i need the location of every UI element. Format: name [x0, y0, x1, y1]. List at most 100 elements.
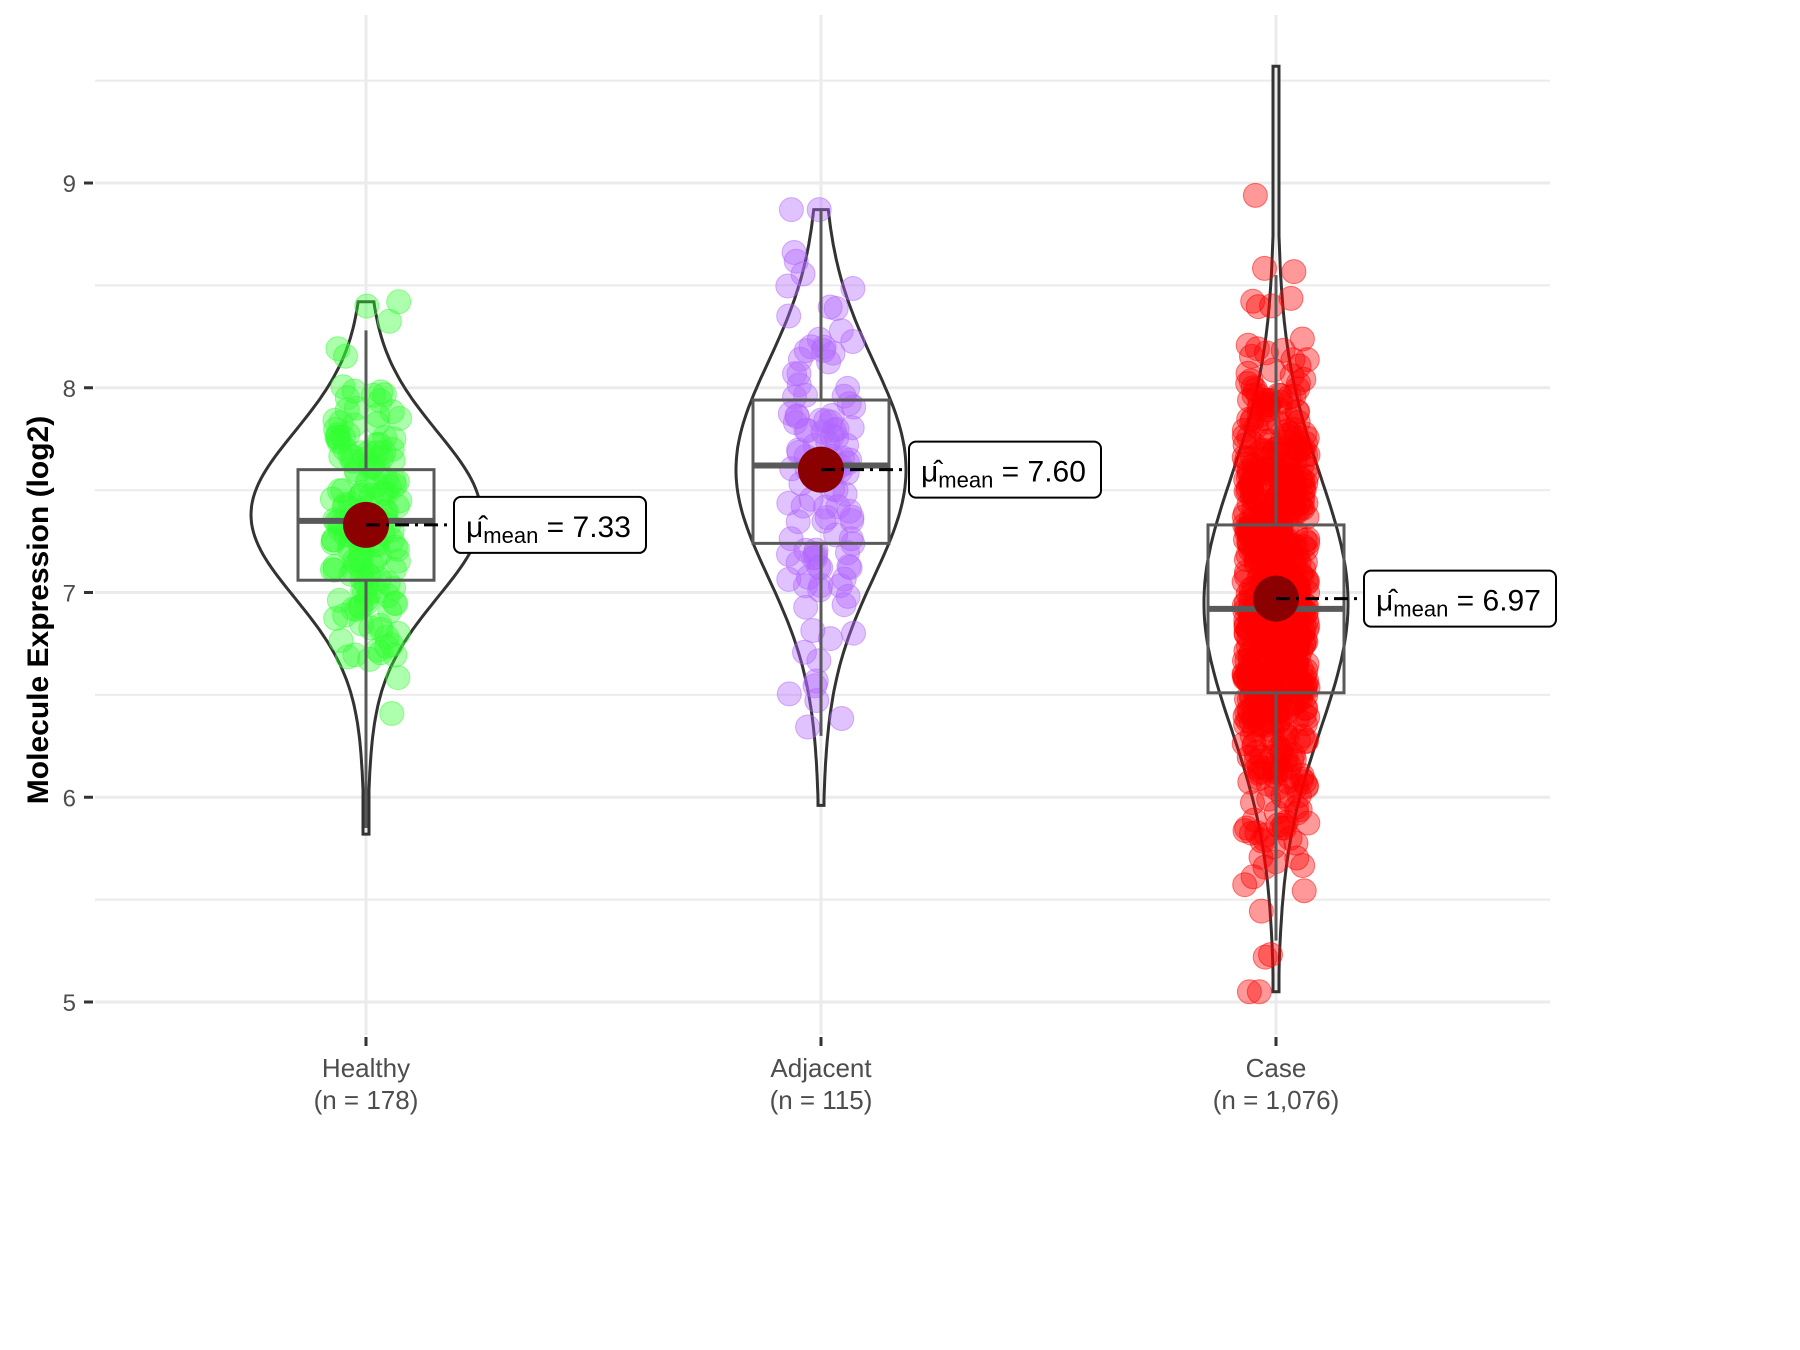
data-point-case: [1236, 698, 1262, 723]
data-point-healthy: [387, 405, 412, 431]
data-point-adjacent: [776, 566, 802, 592]
data-point-case: [1248, 711, 1273, 737]
y-tick-label: 7: [63, 581, 76, 608]
data-point-healthy: [333, 343, 358, 369]
data-point-adjacent: [819, 423, 845, 449]
data-point-adjacent: [793, 594, 819, 620]
data-point-adjacent: [785, 509, 811, 535]
data-point-case: [1266, 462, 1292, 488]
data-point-healthy: [326, 587, 352, 613]
data-point-case: [1278, 285, 1304, 311]
data-point-case: [1232, 666, 1258, 691]
violin-adjacent: [734, 208, 908, 807]
data-point-case: [1239, 820, 1264, 846]
data-point-adjacent: [840, 329, 866, 354]
data-point-case: [1260, 668, 1286, 694]
x-category-label: Case: [1246, 1053, 1307, 1083]
data-point-case: [1235, 708, 1261, 734]
data-point-case: [1258, 942, 1283, 968]
data-point-case: [1248, 898, 1274, 924]
data-point-adjacent: [806, 648, 832, 674]
data-point-case: [1281, 259, 1307, 285]
data-point-case: [1237, 387, 1262, 413]
data-point-case: [1278, 432, 1304, 458]
data-point-case: [1286, 353, 1312, 379]
data-point-healthy: [341, 557, 367, 583]
data-point-case: [1289, 326, 1315, 352]
data-point-case: [1279, 493, 1304, 519]
data-point-case: [1268, 389, 1294, 415]
data-point-healthy: [319, 557, 345, 583]
data-point-adjacent: [837, 555, 863, 581]
data-point-case: [1274, 724, 1300, 750]
x-category-n-label: (n = 1,076): [1213, 1085, 1339, 1115]
mean-label-box-case: [1363, 569, 1557, 628]
data-point-healthy: [354, 293, 380, 319]
data-point-adjacent: [806, 326, 832, 352]
data-point-case: [1263, 545, 1289, 570]
data-point-healthy: [385, 665, 411, 691]
data-point-healthy: [360, 454, 386, 480]
data-point-adjacent: [776, 303, 802, 329]
data-point-case: [1237, 769, 1263, 795]
data-point-adjacent: [831, 383, 857, 409]
boxplots: [296, 209, 1346, 941]
data-point-case: [1249, 523, 1274, 549]
mean-label-case: μ̂mean = 6.97: [1376, 585, 1541, 622]
data-point-case: [1238, 368, 1264, 394]
data-point-case: [1253, 456, 1279, 482]
data-point-case: [1240, 288, 1266, 314]
data-point-adjacent: [839, 508, 865, 534]
data-point-healthy: [324, 424, 350, 450]
x-category-label: Healthy: [322, 1053, 410, 1083]
data-point-case: [1265, 645, 1290, 671]
data-point-adjacent: [795, 714, 821, 740]
data-point-healthy: [371, 382, 397, 408]
data-point-adjacent: [782, 410, 808, 436]
data-point-case: [1261, 763, 1287, 789]
data-point-case: [1231, 424, 1257, 450]
data-point-case: [1294, 347, 1320, 373]
data-point-case: [1252, 827, 1278, 853]
data-point-case: [1295, 810, 1321, 836]
data-point-adjacent: [776, 681, 802, 707]
data-point-adjacent: [836, 553, 862, 579]
data-point-case: [1240, 790, 1265, 816]
data-point-adjacent: [836, 391, 862, 417]
mean-label-box-adjacent: [908, 440, 1102, 499]
data-point-case: [1284, 432, 1310, 457]
axes: 5 6 7 8 9 Healthy(n = 178) Adjacent(n = 115) Ca…: [63, 171, 1340, 1115]
data-point-adjacent: [786, 361, 812, 387]
data-point-healthy: [342, 642, 368, 668]
y-tick-label: 8: [63, 376, 76, 403]
data-point-healthy: [349, 556, 375, 582]
data-point-adjacent: [806, 197, 832, 223]
data-point-adjacent: [827, 573, 853, 599]
mean-label-box-healthy: [453, 495, 647, 554]
data-point-case: [1246, 979, 1272, 1005]
data-point-adjacent: [828, 318, 854, 344]
data-point-case: [1252, 255, 1277, 281]
data-point-adjacent: [802, 673, 828, 699]
data-point-healthy: [365, 402, 391, 428]
data-point-case: [1271, 492, 1297, 518]
data-point-adjacent: [837, 498, 862, 524]
data-point-healthy: [363, 432, 389, 458]
data-point-healthy: [325, 336, 351, 362]
data-point-adjacent: [776, 541, 801, 567]
data-point-case: [1231, 417, 1257, 443]
data-point-adjacent: [787, 346, 813, 372]
data-point-case: [1266, 441, 1291, 467]
data-point-case: [1291, 631, 1317, 656]
data-point-adjacent: [800, 618, 826, 643]
mean-label-adjacent: μ̂mean = 7.60: [921, 456, 1086, 493]
data-point-case: [1236, 979, 1262, 1005]
data-point-case: [1231, 731, 1257, 757]
data-point-healthy: [330, 424, 356, 450]
data-point-healthy: [350, 479, 376, 505]
mean-label-healthy: μ̂mean = 7.33: [466, 511, 631, 548]
y-tick-label: 5: [63, 990, 76, 1017]
data-point-case: [1294, 773, 1319, 798]
data-point-adjacent: [792, 639, 817, 665]
